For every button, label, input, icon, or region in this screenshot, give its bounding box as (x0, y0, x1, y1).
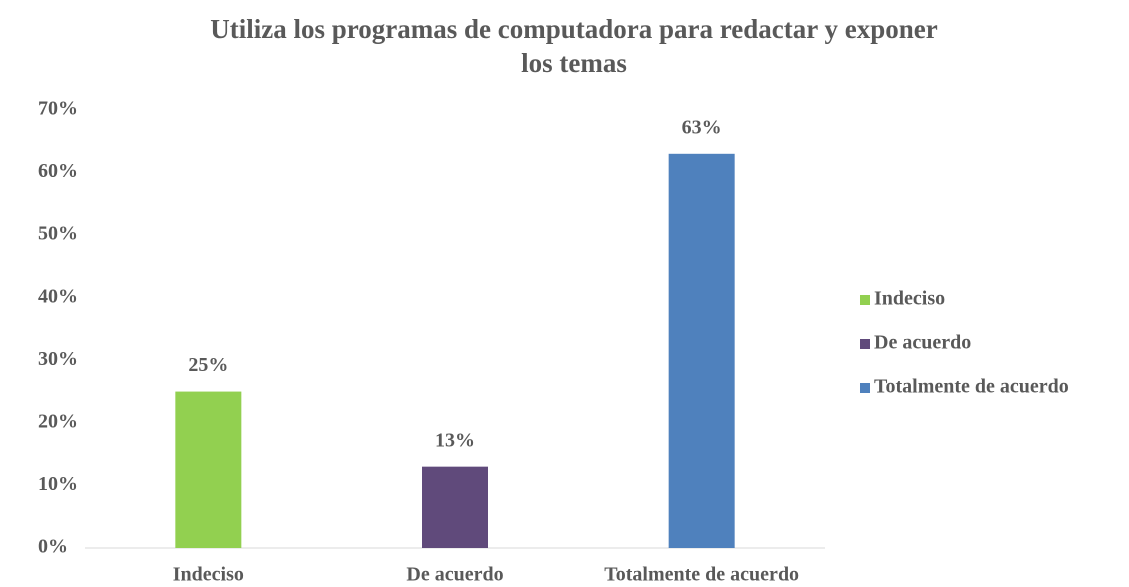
legend-swatch (860, 383, 870, 393)
legend-label: De acuerdo (874, 332, 971, 354)
chart-title: Utiliza los programas de computadora par… (210, 14, 938, 78)
x-tick-label: De acuerdo (406, 564, 503, 586)
y-tick-label: 30% (38, 348, 78, 370)
bar (422, 466, 488, 548)
x-tick-label: Totalmente de acuerdo (604, 564, 799, 586)
bar (668, 153, 735, 549)
x-tick-label: Indeciso (173, 564, 244, 586)
data-label: 13% (435, 429, 475, 451)
y-tick-label: 50% (38, 223, 78, 245)
y-tick-label: 20% (38, 410, 78, 432)
bar (175, 391, 242, 548)
legend-swatch (860, 295, 870, 305)
y-tick-label: 10% (38, 473, 78, 495)
data-label: 63% (682, 116, 722, 138)
legend-swatch (860, 339, 870, 349)
y-tick-label: 40% (38, 285, 78, 307)
y-tick-label: 0% (38, 536, 68, 558)
y-tick-label: 60% (38, 160, 78, 182)
legend-label: Indeciso (874, 288, 945, 310)
data-label: 25% (188, 354, 228, 376)
legend-label: Totalmente de acuerdo (874, 376, 1069, 398)
y-tick-label: 70% (38, 98, 78, 120)
